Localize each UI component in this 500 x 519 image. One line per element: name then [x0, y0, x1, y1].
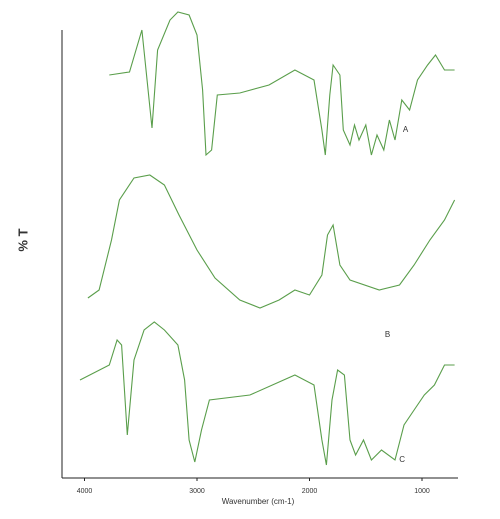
- x-tick-label: 3000: [189, 488, 205, 495]
- x-tick-label: 2000: [302, 488, 318, 495]
- curve-label: A: [403, 125, 409, 134]
- spectrum-line: [87, 174, 456, 309]
- x-axis-label: Wavenumber (cm-1): [222, 497, 295, 506]
- x-tick-label: 1000: [414, 488, 430, 495]
- curve-label: C: [399, 455, 405, 464]
- curve-label: B: [385, 330, 390, 339]
- y-axis-label: % T: [15, 228, 30, 251]
- spectrum-line: [79, 321, 455, 466]
- spectrum-line: [109, 11, 455, 157]
- x-tick-label: 4000: [77, 488, 93, 495]
